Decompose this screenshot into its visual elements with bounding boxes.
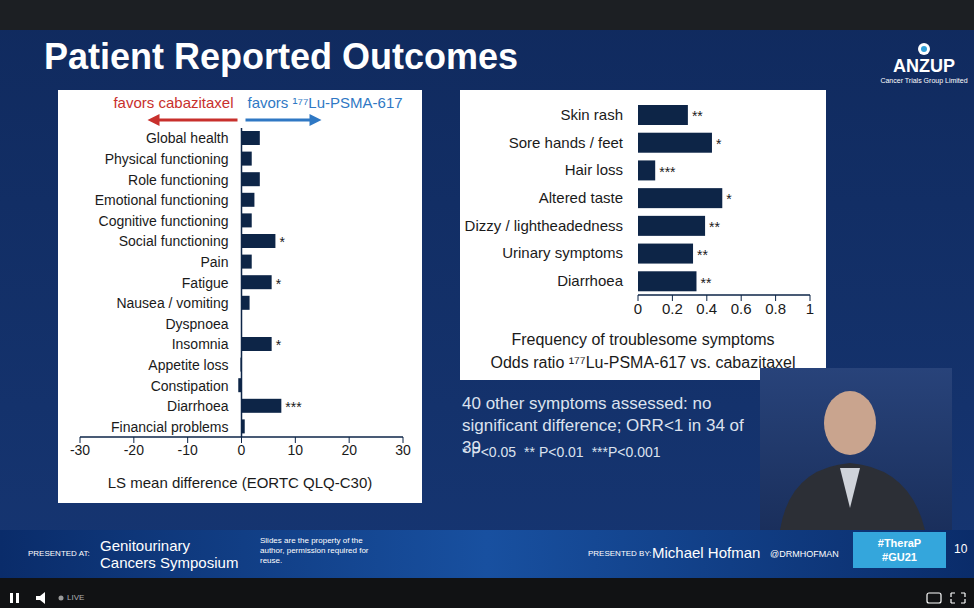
svg-text:Altered taste: Altered taste xyxy=(539,189,623,206)
svg-text:Nausea / vomiting: Nausea / vomiting xyxy=(116,295,228,311)
svg-text:0.4: 0.4 xyxy=(696,300,717,317)
html-text:** P<0.01: ** P<0.01 xyxy=(524,444,584,460)
svg-text:**: ** xyxy=(697,247,708,263)
html-text:favors cabazitaxel: favors cabazitaxel xyxy=(113,94,234,111)
svg-text:*: * xyxy=(716,136,722,152)
svg-text:*: * xyxy=(279,234,285,250)
html-text:Frequency of troublesome sympt: Frequency of troublesome symptoms xyxy=(511,331,775,348)
svg-text:Hair loss: Hair loss xyxy=(565,161,623,178)
svg-text:Dyspnoea: Dyspnoea xyxy=(165,316,228,332)
html-text:***P<0.001: ***P<0.001 xyxy=(591,444,661,460)
svg-text:Social functioning: Social functioning xyxy=(119,233,229,249)
svg-text:*: * xyxy=(276,337,282,353)
svg-text:***: *** xyxy=(285,399,302,415)
html-text:Odds ratio ¹⁷⁷Lu-PSMA-617 vs.: Odds ratio ¹⁷⁷Lu-PSMA-617 vs. cabazitaxe… xyxy=(490,354,796,371)
svg-text:Appetite loss: Appetite loss xyxy=(148,357,228,373)
svg-text:Diarrhoea: Diarrhoea xyxy=(167,398,229,414)
svg-text:0: 0 xyxy=(238,442,246,458)
svg-text:0.2: 0.2 xyxy=(662,300,683,317)
svg-text:Physical functioning: Physical functioning xyxy=(105,151,229,167)
svg-text:Diarrhoea: Diarrhoea xyxy=(557,272,624,289)
html-text:Slides are the property of the: Slides are the property of the author, p… xyxy=(260,536,369,565)
svg-text:Financial problems: Financial problems xyxy=(111,419,229,435)
svg-text:**: ** xyxy=(709,219,720,235)
svg-text:-20: -20 xyxy=(124,442,144,458)
svg-text:***: *** xyxy=(659,164,676,180)
svg-text:0.6: 0.6 xyxy=(731,300,752,317)
html-text:PRESENTED AT:: PRESENTED AT: xyxy=(28,549,90,558)
svg-text:Insomnia: Insomnia xyxy=(172,336,229,352)
html-text:ANZUP: ANZUP xyxy=(893,56,955,76)
html-text:40 other symptoms assessed: no: 40 other symptoms assessed: no significa… xyxy=(462,394,744,457)
svg-text:Global health: Global health xyxy=(146,130,229,146)
html-text:@DRMHOFMAN: @DRMHOFMAN xyxy=(770,549,839,559)
html-text:Genitourinary Cancers Symposiu: Genitourinary Cancers Symposium xyxy=(100,537,239,571)
svg-text:Skin rash: Skin rash xyxy=(560,106,623,123)
html-text:PRESENTED BY:Michael Hofman: PRESENTED BY:Michael Hofman xyxy=(588,544,761,561)
svg-text:*: * xyxy=(726,191,732,207)
html-text:10: 10 xyxy=(954,542,968,556)
svg-text:-30: -30 xyxy=(70,442,90,458)
svg-text:Constipation: Constipation xyxy=(151,378,229,394)
svg-text:10: 10 xyxy=(288,442,304,458)
svg-text:*: * xyxy=(276,276,282,292)
svg-text:-10: -10 xyxy=(178,442,198,458)
html-text:favors ¹⁷⁷Lu-PSMA-617: favors ¹⁷⁷Lu-PSMA-617 xyxy=(247,94,403,111)
html-text:Patient Reported Outcomes: Patient Reported Outcomes xyxy=(44,36,519,77)
svg-text:0: 0 xyxy=(634,300,642,317)
svg-text:**: ** xyxy=(700,275,711,291)
svg-text:Dizzy / lightheadedness: Dizzy / lightheadedness xyxy=(465,217,623,234)
html-text:Cancer Trials Group Limited: Cancer Trials Group Limited xyxy=(880,77,968,84)
html-text:LIVE: LIVE xyxy=(67,593,85,602)
svg-text:30: 30 xyxy=(395,442,411,458)
svg-text:Fatigue: Fatigue xyxy=(182,275,229,291)
svg-text:0.8: 0.8 xyxy=(765,300,786,317)
svg-text:Emotional functioning: Emotional functioning xyxy=(95,192,229,208)
html-text:LS mean difference (EORTC QLQ-: LS mean difference (EORTC QLQ-C30) xyxy=(107,474,373,491)
svg-text:1: 1 xyxy=(806,300,814,317)
svg-text:Urinary symptoms: Urinary symptoms xyxy=(502,244,623,261)
html-text:#TheraP: #TheraP xyxy=(877,537,922,549)
svg-text:**: ** xyxy=(692,108,703,124)
svg-text:Pain: Pain xyxy=(200,254,228,270)
html-text:#GU21: #GU21 xyxy=(882,551,917,563)
svg-text:20: 20 xyxy=(341,442,357,458)
html-text:* P<0.05: * P<0.05 xyxy=(462,444,517,460)
svg-text:Cognitive functioning: Cognitive functioning xyxy=(99,213,229,229)
svg-text:Sore hands / feet: Sore hands / feet xyxy=(509,134,624,151)
svg-text:Role functioning: Role functioning xyxy=(128,172,228,188)
